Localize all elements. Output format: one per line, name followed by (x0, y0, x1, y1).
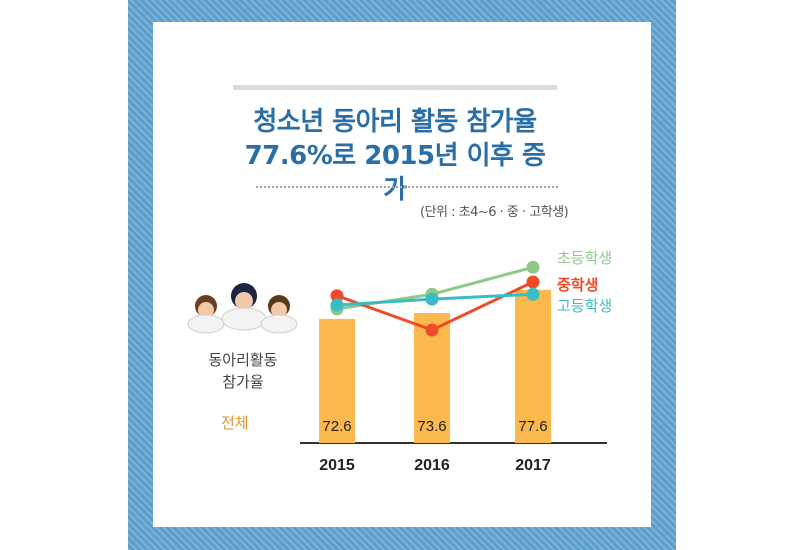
unit-note: (단위 : 초4~6 · 중 · 고학생) (420, 205, 569, 220)
bar-value-label: 77.6 (518, 418, 547, 435)
bar-2017 (515, 289, 551, 443)
chart-title-line1: 청소년 동아리 활동 참가율 (253, 107, 537, 137)
left-label-line1: 동아리활동 (208, 351, 278, 369)
series-point-1-2017 (526, 275, 540, 289)
legend-label: 중학생 (557, 276, 598, 294)
series-point-1-2015 (330, 289, 344, 303)
series-point-0-2017 (526, 260, 540, 274)
series-point-2-2016 (425, 292, 439, 306)
legend-label: 고등학생 (557, 297, 612, 315)
x-tick-label: 2017 (515, 457, 551, 474)
dotted-divider (256, 186, 558, 188)
bar-value-label: 73.6 (417, 418, 446, 435)
chart-title-line2: 77.6%로 2015년 이후 증가 (244, 141, 546, 205)
legend-label: 초등학생 (557, 249, 612, 267)
left-label-line2: 참가율 (222, 373, 264, 391)
title-rule (233, 85, 557, 90)
series-point-2-2015 (330, 298, 344, 312)
total-label: 전체 (221, 414, 249, 432)
bar-value-label: 72.6 (322, 418, 351, 435)
x-tick-label: 2015 (319, 457, 355, 474)
students-illustration-icon (187, 283, 298, 334)
bar-2015 (319, 318, 355, 443)
x-tick-label: 2016 (414, 457, 450, 474)
series-point-1-2016 (425, 323, 439, 337)
series-point-2-2017 (526, 287, 540, 301)
